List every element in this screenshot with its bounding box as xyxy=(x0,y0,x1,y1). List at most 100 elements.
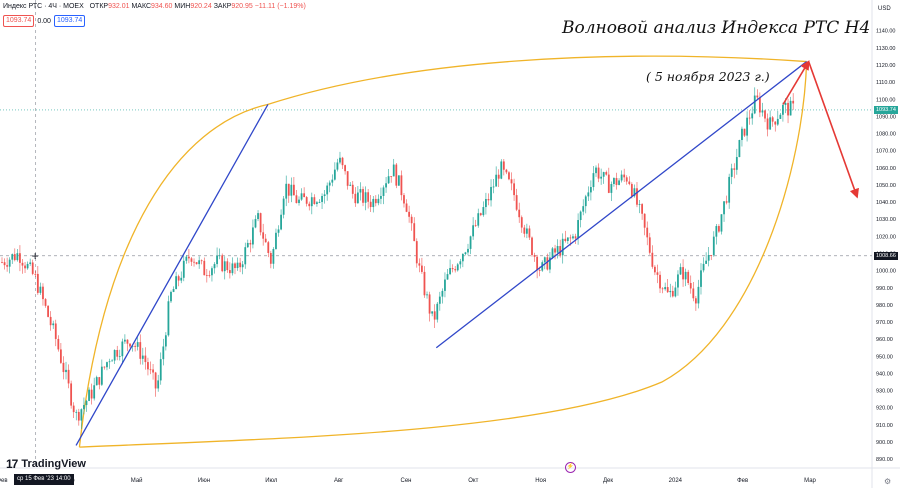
candle-body xyxy=(554,248,556,253)
candle-body xyxy=(188,256,190,259)
candle-body xyxy=(113,350,116,361)
candle-body xyxy=(602,172,605,177)
candle-body xyxy=(1,262,3,263)
candle-body xyxy=(195,262,198,265)
projection-arrow-2 xyxy=(807,61,859,199)
candle-body xyxy=(344,165,346,172)
candle-body xyxy=(70,383,73,406)
high-label: МАКС xyxy=(131,3,152,10)
candle-body xyxy=(633,188,636,197)
event-flash-icon[interactable]: ⚡ xyxy=(565,462,576,473)
candle-body xyxy=(753,95,756,114)
candle-body xyxy=(705,260,708,264)
candle-body xyxy=(359,189,362,193)
candle-body xyxy=(3,262,6,266)
candle-body xyxy=(280,214,282,230)
candle-body xyxy=(572,236,574,239)
candle-body xyxy=(123,339,126,342)
candle-body xyxy=(72,405,75,413)
candle-body xyxy=(733,168,736,170)
candle-body xyxy=(244,247,247,265)
tradingview-logo[interactable]: 17 TradingView xyxy=(6,457,86,471)
candle-body xyxy=(116,350,119,357)
trend-line-2 xyxy=(435,61,808,349)
candle-body xyxy=(549,257,551,270)
candle-body xyxy=(502,161,505,170)
candle-body xyxy=(728,176,731,203)
candle-body xyxy=(282,198,285,215)
candle-body xyxy=(438,296,441,304)
candle-body xyxy=(249,242,252,245)
candle-body xyxy=(252,227,254,245)
candle-body xyxy=(692,288,695,299)
candle-body xyxy=(385,183,387,188)
candle-body xyxy=(259,213,262,233)
y-tick-label: 1140.00 xyxy=(876,29,895,35)
candle-body xyxy=(369,201,372,208)
candle-body xyxy=(13,254,16,261)
candle-body xyxy=(556,246,559,253)
candle-body xyxy=(679,267,682,275)
candle-body xyxy=(771,117,774,122)
candle-body xyxy=(42,286,44,300)
candle-body xyxy=(106,362,108,368)
y-tick-label: 1070.00 xyxy=(876,149,896,155)
candle-body xyxy=(157,380,160,389)
candle-body xyxy=(318,201,321,203)
candle-body xyxy=(543,257,546,263)
candle-body xyxy=(410,216,413,224)
candle-body xyxy=(349,184,352,186)
gear-icon[interactable]: ⚙ xyxy=(884,477,892,486)
candle-body xyxy=(694,298,697,304)
candle-body xyxy=(6,265,9,267)
tradingview-logo-text: TradingView xyxy=(21,458,86,470)
symbol-title[interactable]: Индекс РТС · 4Ч · MOEX xyxy=(3,3,84,10)
candle-body xyxy=(57,338,60,350)
candle-body xyxy=(500,161,503,179)
candle-body xyxy=(175,276,178,290)
candle-body xyxy=(600,176,603,179)
y-tick-label: 930.00 xyxy=(876,389,893,395)
candle-body xyxy=(269,252,272,264)
x-tick-label: Дек xyxy=(603,478,613,484)
y-tick-label: 1020.00 xyxy=(876,234,896,240)
candle-body xyxy=(592,173,595,188)
candle-body xyxy=(464,252,467,254)
candle-body xyxy=(538,270,541,271)
candle-body xyxy=(177,276,180,281)
low-label: МИН xyxy=(174,3,191,10)
candle-body xyxy=(536,256,539,271)
candle-body xyxy=(505,169,508,173)
candle-body xyxy=(472,225,475,237)
candle-body xyxy=(413,223,416,242)
candle-body xyxy=(144,355,147,363)
candle-body xyxy=(689,283,692,289)
wave-envelope-lower xyxy=(79,61,808,448)
candle-body xyxy=(382,187,385,196)
candle-body xyxy=(566,237,569,241)
sell-button[interactable]: 1093.74 xyxy=(3,15,35,27)
candle-body xyxy=(362,189,364,203)
x-tick-label: Июл xyxy=(265,478,278,484)
candle-body xyxy=(444,279,446,291)
candle-body xyxy=(180,277,183,281)
candle-body xyxy=(461,253,464,262)
candle-body xyxy=(661,288,664,290)
candle-body xyxy=(262,232,265,239)
candle-body xyxy=(239,262,242,268)
currency-label: USD xyxy=(878,6,891,12)
candle-body xyxy=(764,110,766,119)
buy-button[interactable]: 1093.74 xyxy=(53,15,86,27)
candle-body xyxy=(75,411,78,413)
candle-body xyxy=(310,197,313,207)
candle-body xyxy=(103,366,106,368)
candle-body xyxy=(677,274,679,288)
candle-body xyxy=(495,174,498,187)
candle-body xyxy=(83,405,85,410)
candle-body xyxy=(508,172,510,180)
candle-body xyxy=(659,274,661,289)
candle-body xyxy=(441,290,444,297)
low-value: 920.24 xyxy=(190,3,212,10)
candle-body xyxy=(579,211,582,221)
